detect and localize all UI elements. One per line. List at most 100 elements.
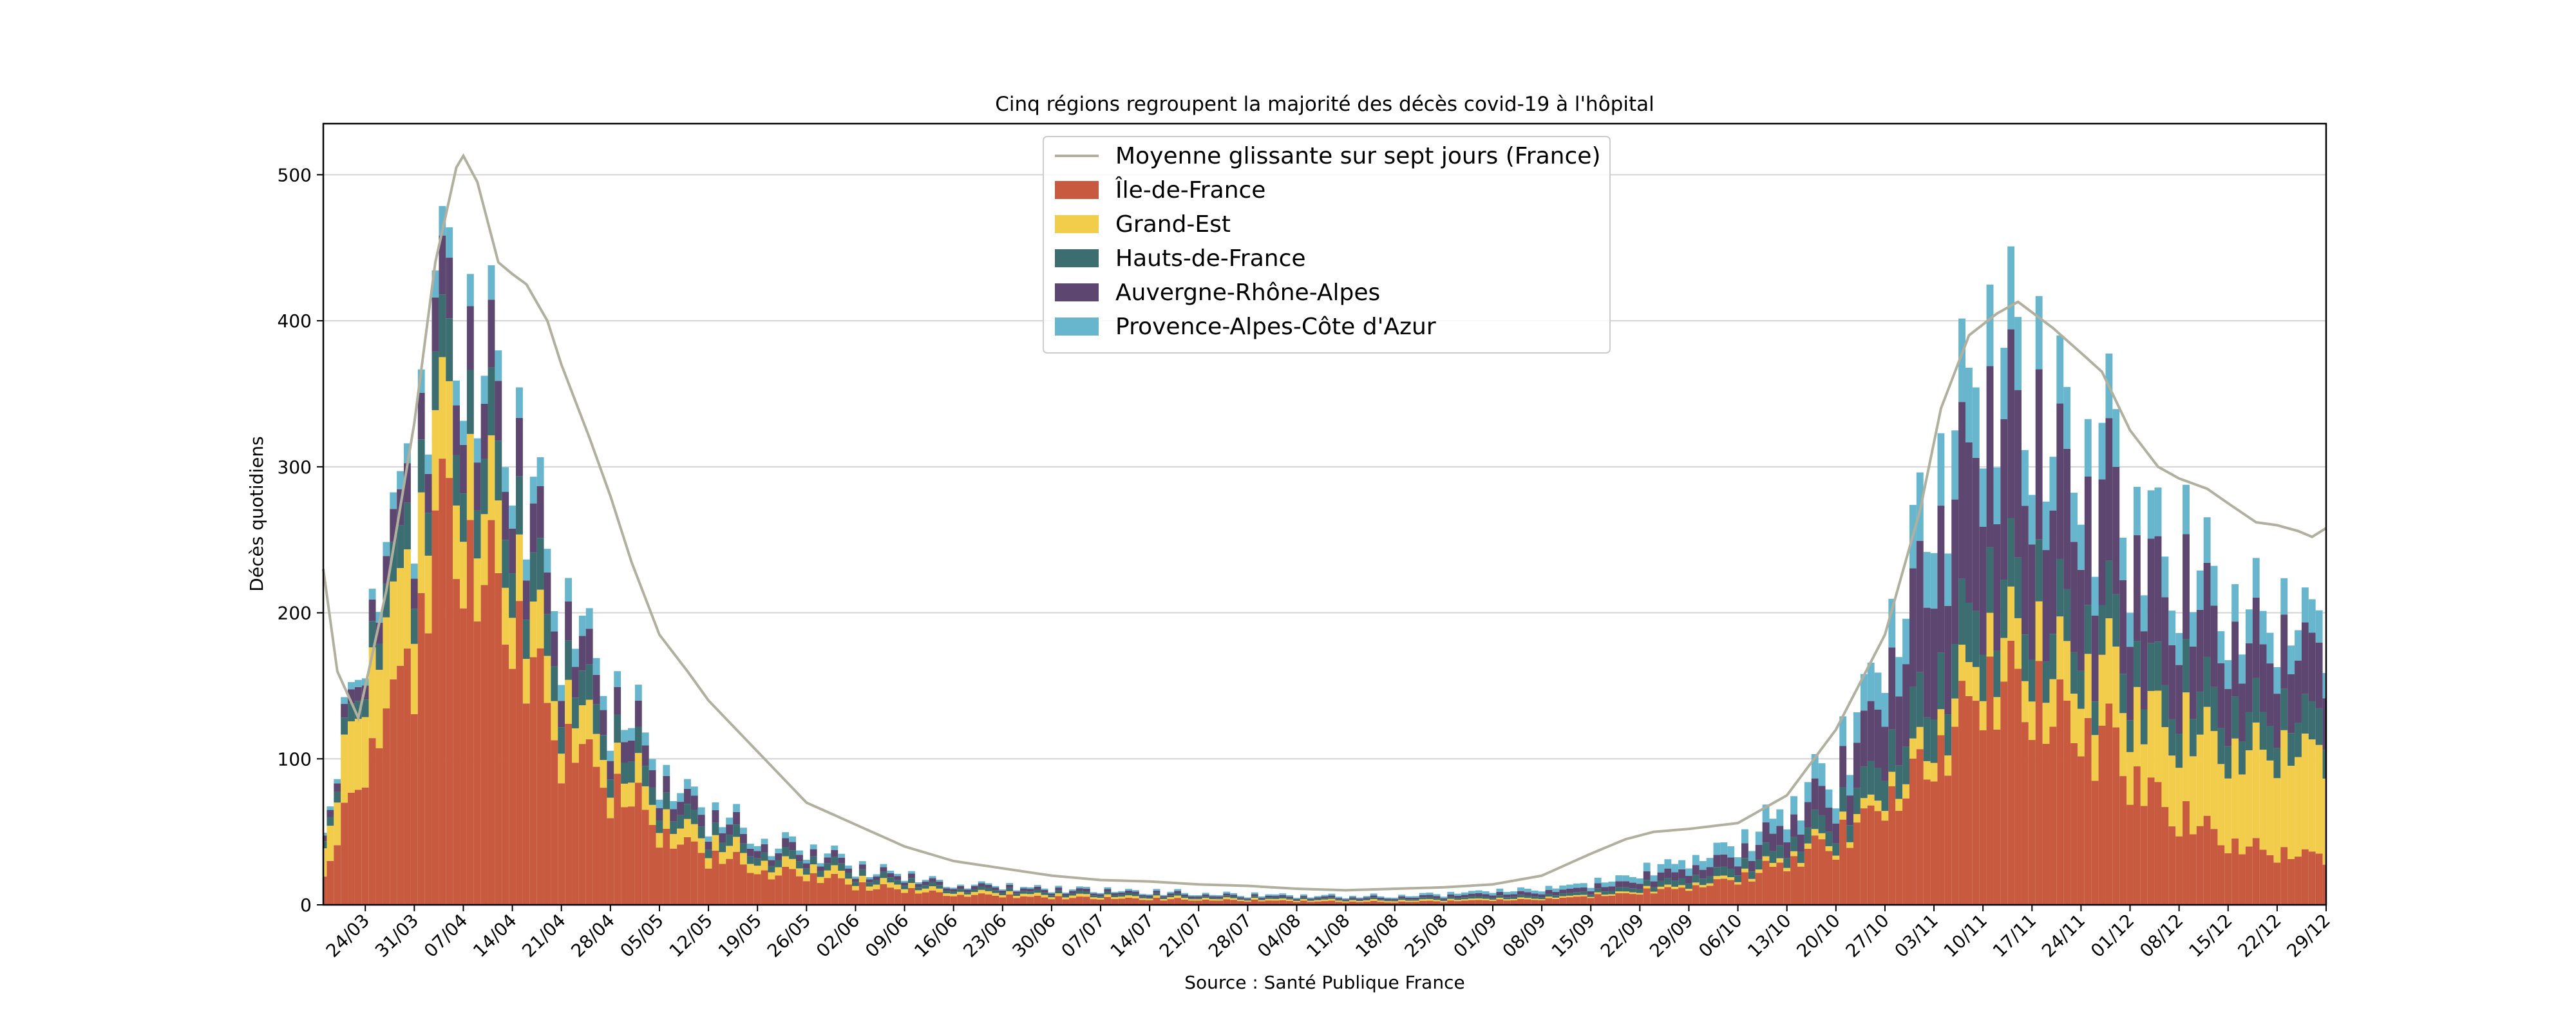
bar-segment (1377, 900, 1385, 902)
bar-segment (978, 883, 985, 887)
bar-segment (361, 685, 369, 700)
bar-segment (1692, 865, 1700, 875)
bar-segment (2266, 760, 2274, 855)
bar-segment (838, 853, 846, 858)
bar-segment (2161, 556, 2169, 598)
bar-segment (2014, 557, 2022, 618)
chart-title: Cinq régions regroupent la majorité des … (995, 93, 1654, 116)
bar-segment (1083, 888, 1090, 892)
bar-segment (1993, 467, 2001, 524)
bar-segment (2133, 766, 2141, 905)
bar-segment (1979, 526, 1987, 655)
bar-segment (2266, 855, 2274, 905)
bar-segment (1069, 889, 1076, 891)
bar-segment (1958, 318, 1965, 403)
bar-segment (824, 878, 831, 905)
bar-segment (810, 849, 817, 857)
bar-segment (551, 631, 558, 667)
bar-segment (1314, 896, 1321, 898)
bar-segment (1818, 833, 1826, 840)
bar-segment (1874, 768, 1882, 801)
bar-segment (1930, 763, 1938, 782)
bar-segment (1580, 895, 1587, 896)
bar-segment (628, 761, 635, 783)
bar-segment (1608, 881, 1616, 887)
bar-segment (999, 897, 1007, 905)
bar-segment (1454, 896, 1462, 898)
bar-segment (1643, 871, 1651, 880)
bar-segment (1300, 896, 1307, 898)
bar-segment (866, 886, 873, 891)
bar-segment (1867, 701, 1875, 761)
bar-segment (1517, 887, 1524, 891)
bar-segment (473, 438, 481, 463)
bar-segment (802, 875, 810, 882)
bar-segment (1923, 552, 1931, 608)
bar-segment (1986, 366, 1994, 547)
bar-segment (1741, 829, 1748, 844)
bar-segment (802, 860, 810, 864)
bar-segment (1615, 887, 1623, 892)
bar-segment (656, 848, 663, 905)
bar-segment (1825, 831, 1833, 846)
bar-segment (1174, 895, 1182, 898)
bar-segment (2028, 495, 2036, 545)
bar-segment (2112, 594, 2120, 647)
bar-segment (753, 858, 761, 866)
bar-segment (1916, 672, 1924, 727)
bar-segment (2175, 836, 2183, 905)
bar-segment (1356, 900, 1363, 902)
bar-segment (1559, 893, 1567, 896)
bar-segment (1041, 897, 1048, 905)
bar-segment (957, 886, 964, 889)
bar-segment (1902, 664, 1909, 747)
bar-segment (796, 876, 803, 905)
bar-segment (1300, 899, 1307, 901)
bar-segment (1727, 868, 1735, 878)
bar-segment (1986, 284, 1994, 366)
bar-segment (592, 658, 600, 675)
bar-segment (1783, 871, 1791, 905)
bar-segment (1979, 468, 1987, 527)
bar-segment (2070, 493, 2078, 542)
plot-frame (322, 122, 2327, 906)
bar-segment (670, 833, 677, 849)
bar-segment (551, 666, 558, 701)
bar-segment (1097, 899, 1104, 905)
bar-segment (1258, 898, 1265, 900)
bar-segment (354, 679, 362, 687)
bar-segment (522, 620, 530, 659)
bar-segment (978, 893, 985, 905)
bar-segment (936, 888, 943, 893)
bar-segment (565, 601, 573, 641)
bar-segment (431, 351, 439, 410)
bar-segment (2217, 728, 2225, 764)
bar-segment (1181, 894, 1188, 896)
bar-segment (558, 753, 565, 784)
bar-segment (2161, 807, 2169, 905)
bar-segment (914, 884, 922, 887)
bar-segment (726, 835, 734, 846)
bar-segment (887, 871, 895, 873)
bar-segment (992, 890, 999, 893)
bar-segment (1545, 898, 1553, 905)
bar-segment (1951, 499, 1959, 645)
bar-segment (873, 874, 880, 877)
bar-segment (2147, 690, 2155, 778)
x-tick-label: 28/07 (1204, 910, 1256, 962)
bar-segment (1664, 859, 1672, 869)
bar-segment (2175, 665, 2183, 734)
bar-segment (914, 882, 922, 884)
bar-segment (348, 682, 355, 690)
bar-segment (684, 788, 691, 804)
bar-segment (2315, 610, 2323, 643)
bar-segment (2308, 599, 2316, 633)
bar-segment (943, 891, 951, 894)
bar-segment (1440, 896, 1448, 898)
bar-segment (1069, 893, 1076, 896)
bar-segment (1524, 895, 1531, 898)
bar-segment (1601, 882, 1609, 887)
bar-segment (2168, 755, 2176, 827)
bar-segment (1699, 869, 1707, 879)
bar-segment (2098, 479, 2106, 605)
